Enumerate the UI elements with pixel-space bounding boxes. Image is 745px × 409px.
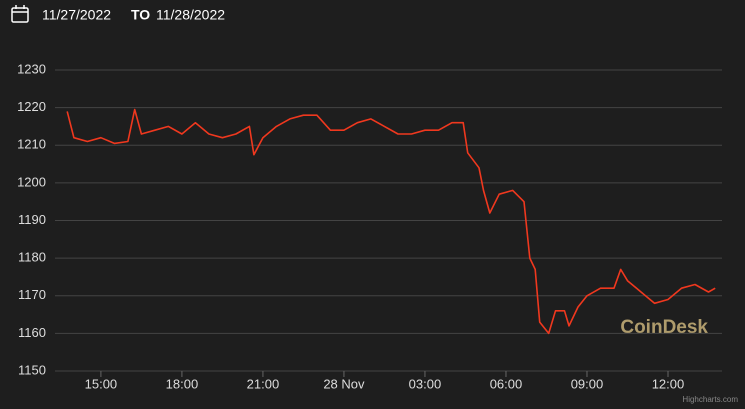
y-tick-label: 1220 — [17, 99, 46, 114]
x-tick-label: 03:00 — [409, 376, 442, 391]
watermark: CoinDesk — [620, 317, 708, 338]
x-tick-label: 09:00 — [571, 376, 604, 391]
y-tick-label: 1170 — [18, 287, 46, 302]
date-separator: TO — [131, 7, 150, 23]
x-tick-label: 18:00 — [166, 376, 199, 391]
x-tick-label: 21:00 — [247, 376, 280, 391]
calendar-icon[interactable] — [11, 5, 29, 23]
y-tick-label: 1200 — [17, 174, 46, 189]
price-line — [66, 108, 716, 335]
x-tick-label: 28 Nov — [323, 376, 365, 391]
y-tick-label: 1230 — [17, 61, 46, 76]
x-tick-label: 15:00 — [85, 376, 118, 391]
y-tick-label: 1190 — [18, 212, 46, 227]
date-from[interactable]: 11/27/2022 — [42, 7, 111, 23]
x-tick-label: 06:00 — [490, 376, 523, 391]
y-tick-label: 1160 — [18, 325, 46, 340]
credits[interactable]: Highcharts.com — [682, 395, 738, 404]
date-to[interactable]: 11/28/2022 — [156, 7, 225, 23]
y-tick-label: 1210 — [17, 137, 46, 152]
y-tick-label: 1180 — [18, 250, 46, 265]
y-tick-label: 1150 — [18, 362, 46, 377]
x-tick-label: 12:00 — [652, 376, 685, 391]
